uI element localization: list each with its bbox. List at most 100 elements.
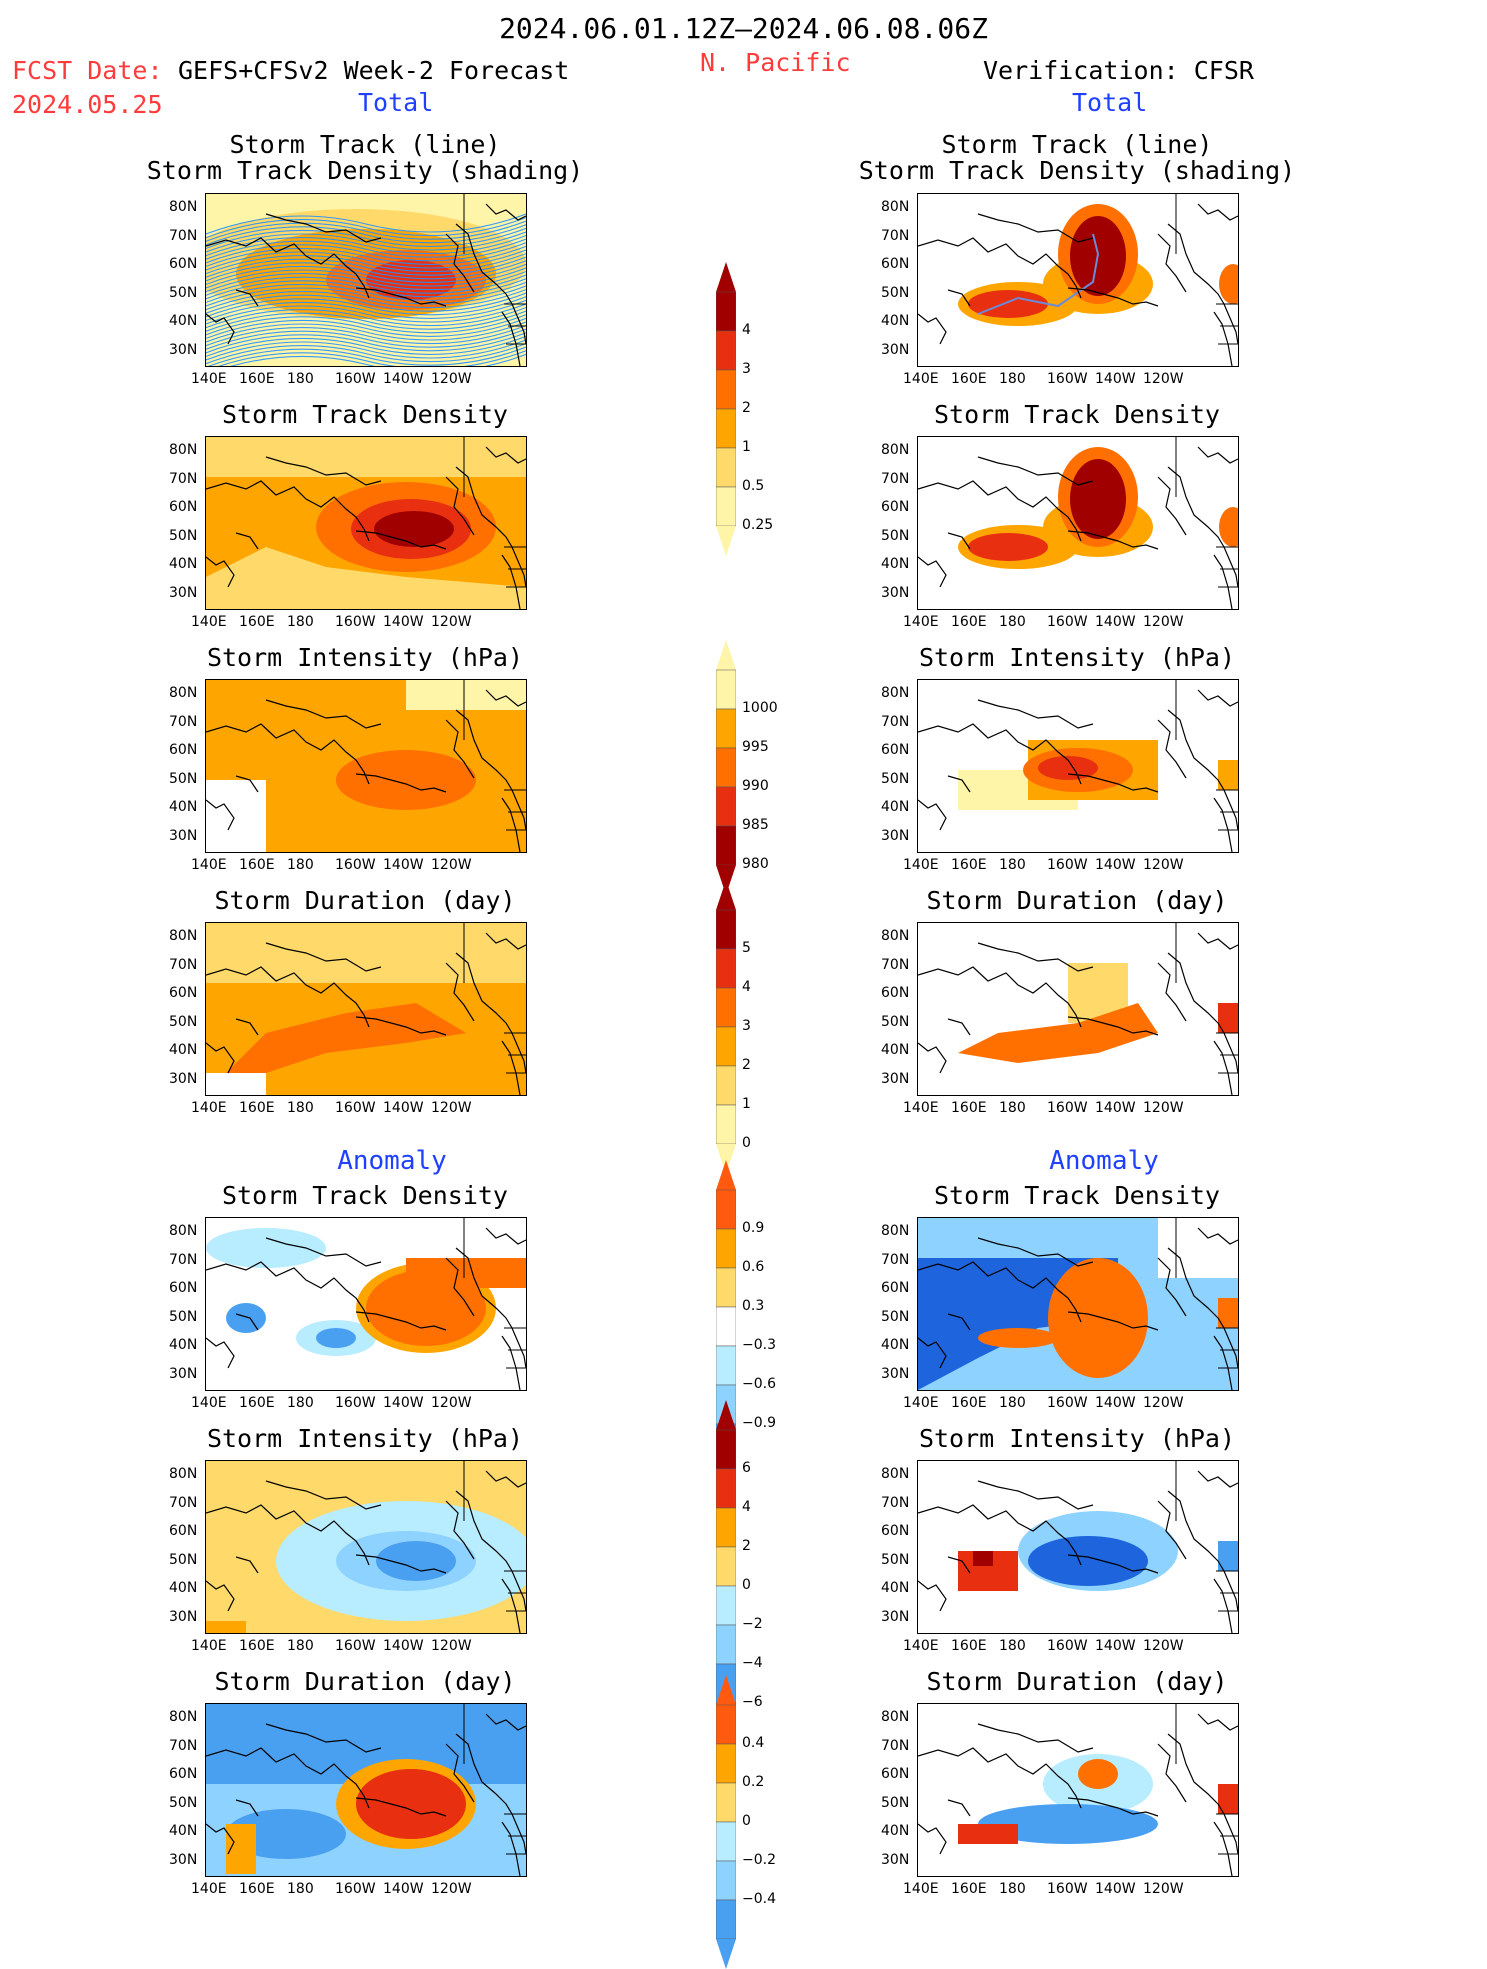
y-tick-label: 70N — [169, 1251, 198, 1268]
colorbar-tick-label: −0.2 — [742, 1852, 776, 1868]
y-tick-label: 40N — [169, 1042, 198, 1058]
x-tick-label: 160W — [335, 614, 376, 630]
fcst-date-value: 2024.05.25 — [12, 90, 163, 119]
y-tick-label: 70N — [169, 1737, 198, 1754]
y-tick-label: 50N — [169, 1308, 198, 1325]
y-tick-label: 50N — [881, 527, 910, 544]
right-panel-6-title-1: Storm Intensity (hPa) — [918, 1424, 1236, 1453]
x-tick-label: 160W — [1047, 1100, 1088, 1116]
y-tick-label: 60N — [881, 985, 910, 1001]
left-map-panel-5 — [205, 1217, 527, 1391]
x-tick-label: 140W — [383, 857, 424, 873]
y-tick-label: 30N — [169, 827, 198, 844]
y-tick-label: 60N — [169, 985, 198, 1001]
colorbar-tick-label: 0.4 — [742, 1735, 765, 1751]
x-tick-label: 120W — [431, 857, 472, 873]
x-tick-label: 140W — [383, 1638, 424, 1654]
y-tick-label: 80N — [169, 685, 198, 701]
colorbar-tick-label: 2 — [742, 1538, 751, 1554]
right-map-duration — [918, 923, 1238, 1095]
y-tick-label: 50N — [881, 1308, 910, 1325]
colorbar-tick-label: −4 — [742, 1655, 763, 1671]
right-map-duration_anom — [918, 1704, 1238, 1876]
x-tick-label: 120W — [1143, 1881, 1184, 1897]
x-tick-label: 160W — [1047, 1395, 1088, 1411]
y-tick-label: 80N — [881, 1709, 910, 1725]
right-map-intensity — [918, 680, 1238, 852]
left-map-track — [206, 194, 526, 366]
y-tick-label: 40N — [169, 1337, 198, 1353]
right-map-panel-2 — [917, 436, 1239, 610]
y-tick-label: 70N — [881, 1494, 910, 1511]
right-map-density_anom — [918, 1218, 1238, 1390]
y-tick-label: 70N — [881, 713, 910, 730]
x-tick-label: 140E — [903, 857, 939, 873]
right-panel-1-title-2: Storm Track Density (shading) — [858, 156, 1296, 185]
colorbar-tick-label: 4 — [742, 1499, 751, 1515]
y-tick-label: 50N — [881, 1551, 910, 1568]
y-tick-label: 30N — [881, 1365, 910, 1382]
y-tick-label: 40N — [881, 1042, 910, 1058]
x-tick-label: 140W — [383, 1395, 424, 1411]
colorbar-tick-label: 0.25 — [742, 517, 774, 533]
x-tick-label: 160W — [335, 1100, 376, 1116]
y-tick-label: 60N — [881, 256, 910, 272]
y-tick-label: 40N — [881, 313, 910, 329]
y-tick-label: 70N — [169, 227, 198, 244]
x-tick-label: 160E — [951, 614, 987, 630]
model-label: GEFS+CFSv2 Week-2 Forecast — [178, 56, 570, 85]
right-map-panel-6 — [917, 1460, 1239, 1634]
y-tick-label: 40N — [169, 799, 198, 815]
y-tick-label: 50N — [881, 770, 910, 787]
y-tick-label: 50N — [169, 284, 198, 301]
x-tick-label: 160W — [335, 1881, 376, 1897]
x-tick-label: 120W — [1143, 371, 1184, 387]
x-tick-label: 160W — [335, 1638, 376, 1654]
y-tick-label: 70N — [169, 1494, 198, 1511]
left-map-intensity — [206, 680, 526, 852]
x-tick-label: 140W — [1095, 1881, 1136, 1897]
right-panel-5-title-1: Storm Track Density — [934, 1181, 1220, 1210]
x-tick-label: 140E — [903, 1100, 939, 1116]
right-map-panel-7 — [917, 1703, 1239, 1877]
left-map-panel-4 — [205, 922, 527, 1096]
y-tick-label: 70N — [169, 956, 198, 973]
y-tick-label: 30N — [169, 584, 198, 601]
y-tick-label: 50N — [169, 770, 198, 787]
x-tick-label: 140W — [383, 1100, 424, 1116]
x-tick-label: 120W — [1143, 1100, 1184, 1116]
y-tick-label: 80N — [881, 442, 910, 458]
x-tick-label: 120W — [1143, 857, 1184, 873]
y-tick-label: 40N — [881, 799, 910, 815]
right-panel-2-title-1: Storm Track Density — [934, 400, 1220, 429]
x-tick-label: 160W — [1047, 857, 1088, 873]
right-total-label: Total — [1072, 88, 1148, 117]
y-tick-label: 40N — [169, 313, 198, 329]
x-tick-label: 180 — [999, 857, 1026, 873]
x-tick-label: 160E — [951, 1638, 987, 1654]
y-tick-label: 70N — [881, 956, 910, 973]
x-tick-label: 140E — [903, 614, 939, 630]
y-tick-label: 40N — [881, 1337, 910, 1353]
x-tick-label: 140W — [383, 1881, 424, 1897]
x-tick-label: 140E — [191, 1638, 227, 1654]
right-map-density — [918, 437, 1238, 609]
x-tick-label: 120W — [1143, 614, 1184, 630]
x-tick-label: 140W — [1095, 1395, 1136, 1411]
y-tick-label: 30N — [881, 1070, 910, 1087]
colorbar-tick-label: 1 — [742, 1096, 751, 1112]
x-tick-label: 160E — [239, 1395, 275, 1411]
x-tick-label: 140E — [191, 371, 227, 387]
left-total-label: Total — [358, 88, 434, 117]
x-tick-label: 180 — [999, 371, 1026, 387]
x-tick-label: 140W — [1095, 1638, 1136, 1654]
y-tick-label: 40N — [169, 1580, 198, 1596]
y-tick-label: 80N — [169, 1466, 198, 1482]
y-tick-label: 40N — [169, 1823, 198, 1839]
x-tick-label: 180 — [287, 857, 314, 873]
colorbar-tick-label: 995 — [742, 739, 769, 755]
colorbar-tick-label: 0.3 — [742, 1298, 765, 1314]
colorbar-tick-label: 1000 — [742, 700, 778, 716]
x-tick-label: 160E — [239, 371, 275, 387]
y-tick-label: 80N — [169, 928, 198, 944]
